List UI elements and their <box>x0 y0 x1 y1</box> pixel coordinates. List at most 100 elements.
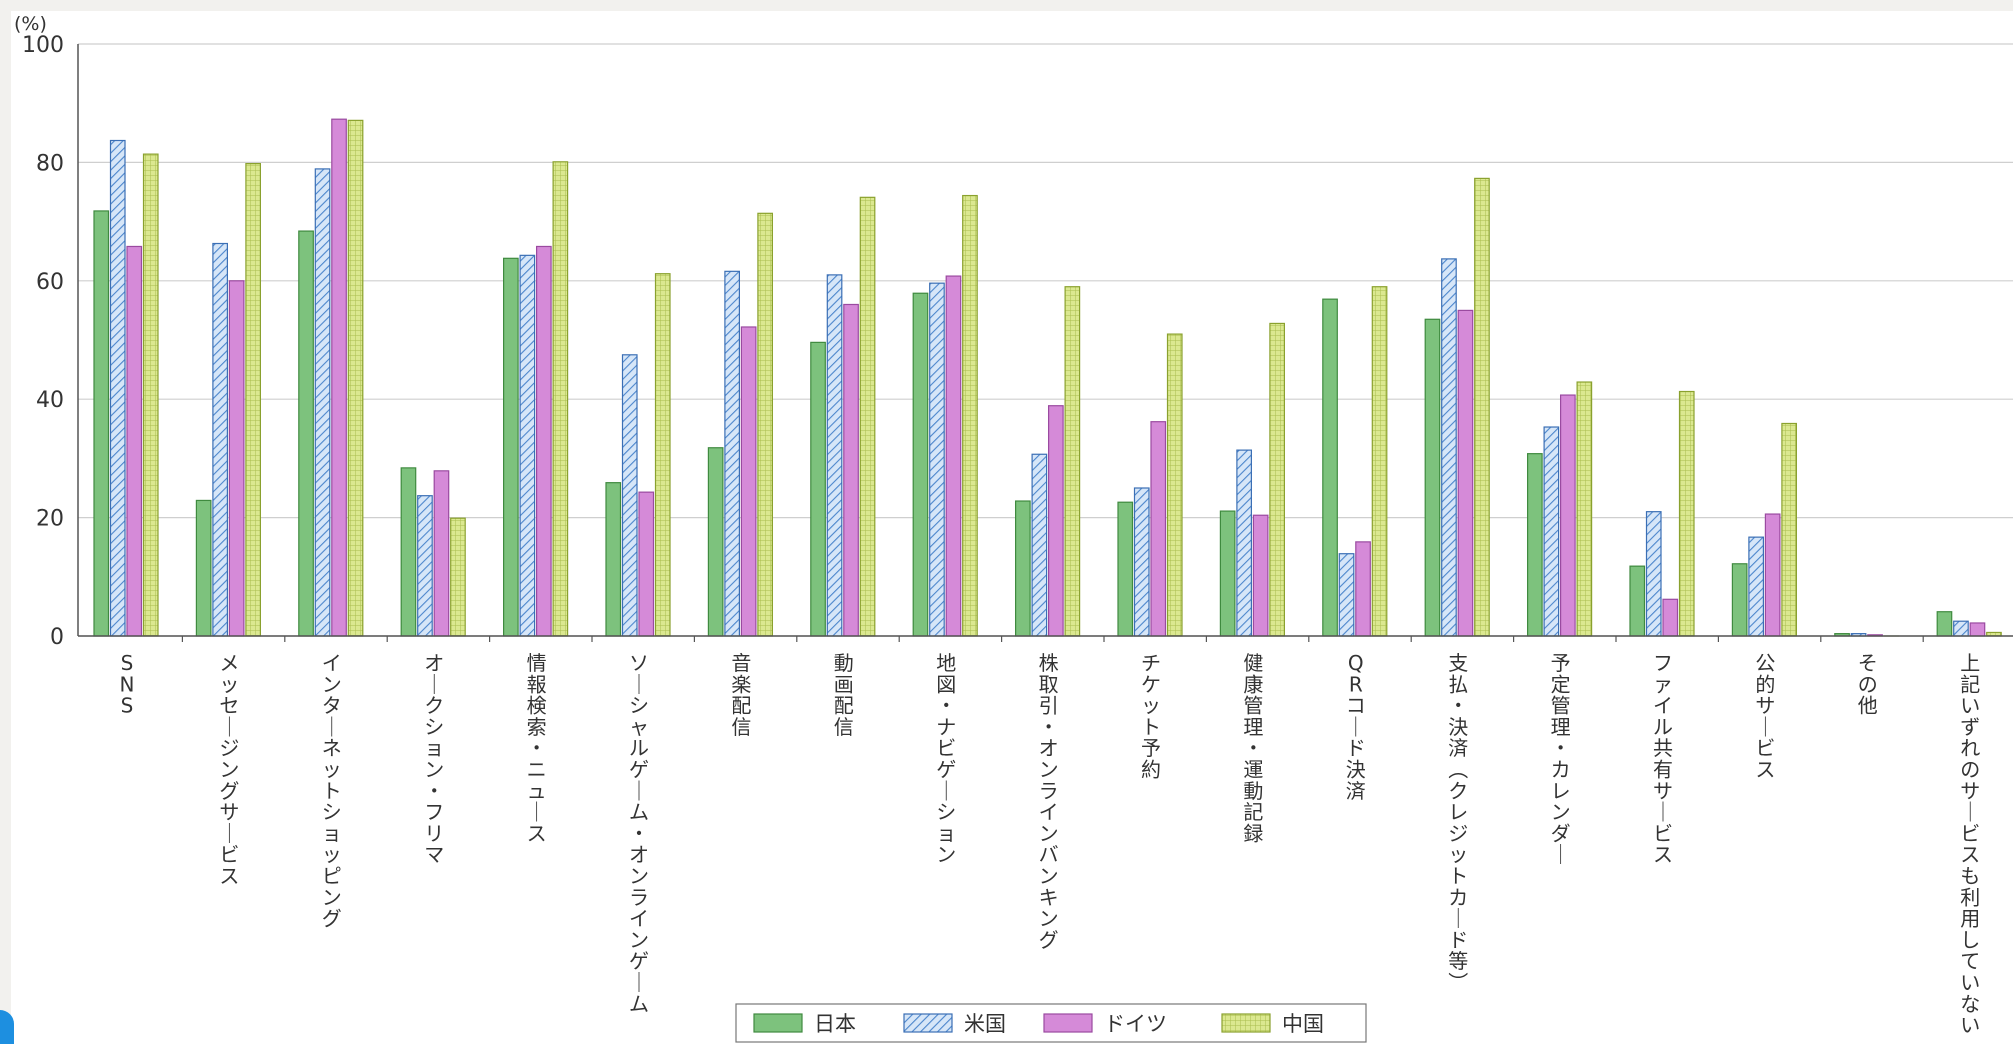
bar-ドイツ-10 <box>1150 421 1167 637</box>
y-tick-label: 40 <box>36 388 64 413</box>
category-label: インタ｜ネットショッピング <box>322 651 342 931</box>
bar-米国-4 <box>519 254 536 637</box>
bar-ドイツ-11 <box>1252 514 1269 637</box>
category-label: 株取引・オンラインバンキング <box>1039 651 1059 952</box>
category-labels: S N S メッセ｜ジングサ｜ビス インタ｜ネットショッピング オ｜クション・フリマ 情報検… <box>120 651 1981 1037</box>
bar-中国-15 <box>1678 390 1695 637</box>
bar-日本-16 <box>1731 563 1748 637</box>
bar-日本-18 <box>1936 611 1953 637</box>
category-label: 音楽配信 <box>731 651 751 739</box>
bar-米国-10 <box>1133 487 1150 637</box>
bar-日本-2 <box>298 230 314 637</box>
bar-米国-0 <box>109 139 126 637</box>
bar-米国-5 <box>621 354 638 637</box>
bar-中国-4 <box>552 161 569 637</box>
legend-label-日本: 日本 <box>814 1012 856 1036</box>
y-unit-label: (%) <box>14 13 47 35</box>
legend-swatch-ドイツ <box>1043 1013 1093 1033</box>
bar-日本-7 <box>810 341 826 637</box>
bar-ドイツ-16 <box>1764 513 1781 637</box>
category-label: Q R コ｜ド決済 <box>1346 651 1366 803</box>
bar-中国-13 <box>1474 177 1490 637</box>
bar-日本-6 <box>707 447 724 637</box>
bar-中国-0 <box>142 153 159 637</box>
category-label: メッセ｜ジングサ｜ビス <box>219 651 239 888</box>
bar-米国-18 <box>1953 620 1969 637</box>
y-tick-label: 80 <box>36 151 64 176</box>
bar-ドイツ-15 <box>1662 598 1679 637</box>
bar-中国-12 <box>1371 286 1388 637</box>
y-tick-label: 100 <box>22 33 64 58</box>
bar-ドイツ-5 <box>638 491 655 637</box>
category-label: 地図・ナビゲ｜ション <box>936 651 956 867</box>
bar-米国-12 <box>1338 553 1355 637</box>
bar-日本-5 <box>605 482 622 637</box>
bar-日本-13 <box>1424 318 1441 637</box>
bar-ドイツ-9 <box>1047 405 1064 637</box>
bars <box>93 118 2002 637</box>
legend-swatch-米国 <box>903 1013 953 1033</box>
axes: 0 20 40 60 80 100(%) <box>14 13 2013 650</box>
bar-中国-3 <box>450 517 466 637</box>
bar-中国-9 <box>1064 286 1081 637</box>
corner-accent <box>0 1010 14 1044</box>
bar-ドイツ-0 <box>126 245 143 637</box>
legend: 日本 米国 ドイツ 中国 <box>735 1003 1367 1043</box>
bar-日本-10 <box>1117 501 1134 637</box>
bar-ドイツ-2 <box>331 118 347 637</box>
bar-中国-10 <box>1166 333 1183 637</box>
bar-ドイツ-3 <box>433 470 450 637</box>
bar-中国-8 <box>962 194 978 637</box>
bar-日本-11 <box>1219 510 1236 637</box>
bar-中国-6 <box>757 212 774 637</box>
bar-米国-15 <box>1645 511 1662 637</box>
bar-中国-7 <box>859 196 876 637</box>
category-label: ソ｜シャルゲ｜ム・オンラインゲ｜ム <box>629 651 649 1016</box>
bar-米国-1 <box>212 242 228 637</box>
bar-ドイツ-1 <box>228 280 245 637</box>
bar-ドイツ-18 <box>1969 622 1986 637</box>
bar-米国-8 <box>929 282 945 637</box>
bar-米国-2 <box>314 168 331 637</box>
bar-ドイツ-13 <box>1457 309 1474 637</box>
y-tick-label: 20 <box>36 507 64 532</box>
bar-米国-9 <box>1031 453 1048 637</box>
bar-米国-16 <box>1748 536 1765 637</box>
y-tick-label: 60 <box>36 270 64 295</box>
bar-中国-2 <box>347 119 364 637</box>
bar-日本-0 <box>93 210 110 637</box>
category-label: 動画配信 <box>834 651 854 739</box>
category-label: 公的サ｜ビス <box>1755 651 1775 782</box>
bar-日本-4 <box>503 257 519 637</box>
bar-中国-5 <box>654 273 671 637</box>
legend-label-中国: 中国 <box>1282 1012 1324 1036</box>
y-tick-label: 0 <box>50 625 64 650</box>
bar-ドイツ-12 <box>1355 541 1371 637</box>
legend-swatch-中国 <box>1221 1013 1271 1033</box>
bar-米国-3 <box>417 495 433 637</box>
bar-米国-14 <box>1543 426 1560 637</box>
category-label: 予定管理・カレンダ｜ <box>1551 651 1571 867</box>
category-label: 支払・決済︵クレジットカ｜ド等︶ <box>1448 651 1468 995</box>
legend-label-米国: 米国 <box>964 1012 1006 1036</box>
category-label: チケット予約 <box>1141 651 1161 782</box>
bar-日本-1 <box>195 499 212 637</box>
bar-日本-3 <box>400 467 417 637</box>
bar-日本-9 <box>1014 500 1031 637</box>
bar-米国-6 <box>724 270 741 637</box>
bar-中国-1 <box>245 162 261 637</box>
bar-ドイツ-8 <box>945 275 962 637</box>
bar-日本-15 <box>1629 565 1646 637</box>
bar-日本-12 <box>1322 298 1338 637</box>
bar-米国-7 <box>826 274 843 637</box>
category-label: 上記いずれのサ｜ビスも利用していない <box>1960 651 1980 1037</box>
category-label: その他 <box>1858 651 1878 718</box>
bar-日本-8 <box>912 292 929 637</box>
bar-ドイツ-7 <box>843 303 859 637</box>
bar-中国-16 <box>1781 422 1798 637</box>
category-label: ファイル共有サ｜ビス <box>1653 651 1673 867</box>
bar-中国-11 <box>1269 322 1286 637</box>
bar-中国-14 <box>1576 381 1593 637</box>
